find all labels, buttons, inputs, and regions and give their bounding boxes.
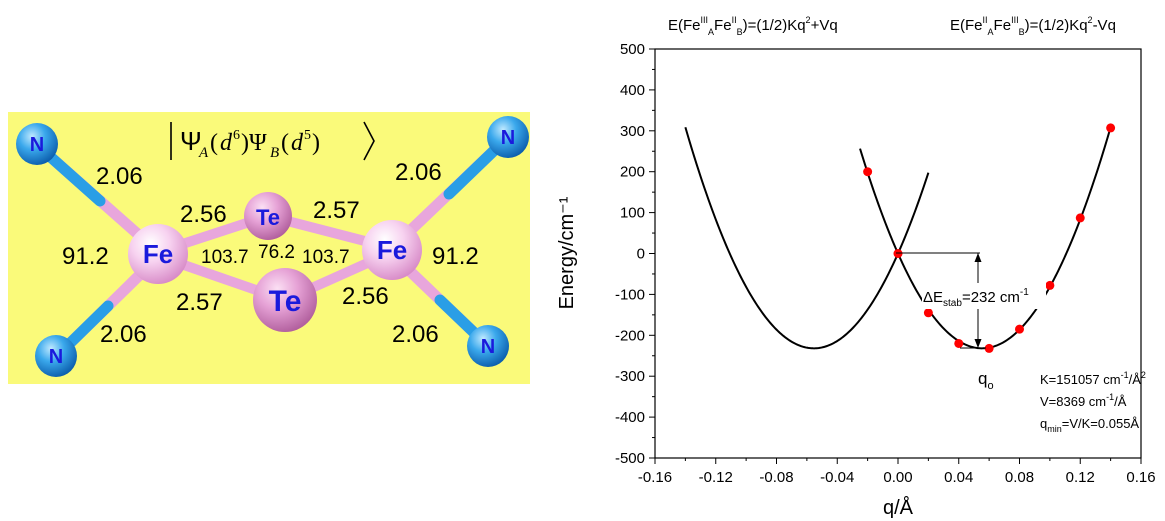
y-tick-label: -300 [615, 368, 645, 385]
svg-text:)Ψ: )Ψ [241, 130, 267, 156]
dist-fe-te-top-left: 2.56 [180, 201, 227, 228]
x-tick-label: 0.04 [944, 469, 973, 486]
fe-atom-left [128, 224, 188, 284]
svg-text:6: 6 [233, 128, 240, 143]
n-atom-bottom-right [467, 325, 509, 367]
data-point [863, 167, 873, 177]
dist-fe-te-top-right: 2.57 [313, 197, 360, 224]
y-tick-label: 100 [620, 205, 645, 222]
curve-right-parabola [859, 126, 1112, 350]
x-axis: -0.16 -0.12 -0.08 -0.04 0.00 0.04 0.08 0.12 0.16 [638, 458, 1156, 486]
bond-fe-n-top-left-blue [39, 146, 106, 207]
y-tick-label: 400 [620, 82, 645, 99]
curve-left-parabola [684, 126, 930, 350]
v-value: V=8369 cm-1/Å [1040, 392, 1127, 409]
y-tick-label: 500 [620, 41, 645, 58]
y-tick-label: -200 [615, 327, 645, 344]
dist-fe-te-bottom-right: 2.56 [342, 283, 389, 310]
data-point [1106, 123, 1116, 133]
molecule-background [8, 112, 530, 384]
n-atom-top-left [16, 123, 58, 165]
dist-fe-n-bottom-left: 2.06 [100, 321, 147, 348]
qmin-value: qmin=V/K=0.055Å [1040, 416, 1139, 434]
te-atom-bottom [253, 268, 317, 332]
x-tick-label: -0.04 [820, 469, 854, 486]
svg-text:B: B [270, 145, 279, 161]
data-point [1075, 213, 1085, 223]
qo-label: qo [978, 369, 994, 392]
svg-text:(: ( [210, 130, 218, 156]
molecule-panel: Ψ A ( d 6 )Ψ B ( d 5 ) [8, 112, 530, 384]
y-tick-label: -500 [615, 450, 645, 467]
x-tick-label: -0.12 [699, 469, 733, 486]
angle-n-fe-n-left: 91.2 [62, 243, 109, 270]
svg-text:): ) [312, 130, 320, 156]
data-point [984, 343, 994, 353]
x-tick-label: 0.00 [883, 469, 912, 486]
svg-text:d: d [220, 130, 233, 156]
te-atom-top [244, 192, 292, 240]
dist-fe-n-top-left: 2.06 [96, 163, 143, 190]
angle-fe-te-fe: 76.2 [258, 242, 295, 263]
data-point [954, 338, 964, 348]
n-label-top-left: N [30, 134, 44, 156]
n-atom-top-right [487, 116, 529, 158]
y-axis-title: Energy/cm⁻¹ [556, 196, 578, 309]
angle-te-fe-te-left: 103.7 [201, 247, 249, 268]
dist-fe-n-top-right: 2.06 [395, 159, 442, 186]
n-label-bottom-left: N [49, 346, 63, 368]
svg-text:Ψ: Ψ [180, 126, 202, 156]
y-tick-label: 200 [620, 164, 645, 181]
svg-text:(: ( [281, 130, 289, 156]
svg-text:A: A [198, 145, 209, 161]
svg-text:5: 5 [304, 128, 311, 143]
atom-labels: N N N N Fe Fe Te Te [30, 127, 515, 368]
angle-te-fe-te-right: 103.7 [302, 247, 350, 268]
fe-atom-right [362, 220, 422, 280]
x-tick-label: 0.16 [1126, 469, 1155, 486]
data-point [923, 308, 933, 318]
svg-text:d: d [291, 130, 304, 156]
dist-fe-te-bottom-left: 2.57 [176, 289, 223, 316]
fe-label-left: Fe [143, 239, 173, 269]
te-label-bottom: Te [269, 285, 302, 318]
data-points [863, 123, 1116, 353]
x-tick-label: -0.16 [638, 469, 672, 486]
state-label: Ψ A ( d 6 )Ψ B ( d 5 ) [170, 121, 375, 161]
fe-label-right: Fe [377, 235, 407, 265]
x-tick-label: 0.08 [1005, 469, 1034, 486]
dist-fe-n-bottom-right: 2.06 [392, 321, 439, 348]
x-tick-label: -0.08 [759, 469, 793, 486]
atoms [16, 116, 529, 377]
delta-arrow-head-up [974, 253, 982, 262]
energy-chart: -0.16 -0.12 -0.08 -0.04 0.00 0.04 0.08 0.12 0.16… [556, 15, 1156, 519]
n-label-bottom-right: N [481, 336, 495, 358]
y-tick-label: -100 [615, 286, 645, 303]
delta-arrow-head-down [974, 339, 982, 348]
plot-area: -0.16 -0.12 -0.08 -0.04 0.00 0.04 0.08 0.12 0.16… [615, 41, 1156, 486]
y-tick-label: 0 [637, 246, 645, 263]
n-label-top-right: N [501, 127, 515, 149]
y-axis: -500 -400 -300 -200 -100 0 100 200 300 400 500 [615, 41, 655, 467]
y-tick-label: 300 [620, 123, 645, 140]
parameter-annotations: K=151057 cm-1/Å2 V=8369 cm-1/Å qmin=V/K=… [1040, 370, 1146, 434]
delta-e-label: ΔEstab=232 cm-1 [923, 287, 1029, 309]
x-axis-title: q/Å [883, 496, 914, 519]
y-tick-label: -400 [615, 409, 645, 426]
geometry-labels: 2.06 2.06 2.06 2.06 2.56 2.57 2.57 2.56 … [62, 159, 479, 348]
curves [684, 126, 1112, 350]
curve-label-left: E(FeIIIAFeIIB)=(1/2)Kq2+Vq [668, 15, 838, 37]
stabilization-annotation: ΔEstab=232 cm-1 qo [896, 252, 1046, 392]
angle-n-fe-n-right: 91.2 [432, 243, 479, 270]
data-point [1015, 324, 1024, 334]
data-point [1045, 280, 1055, 290]
delta-label-bg [922, 283, 1046, 309]
x-tick-label: 0.12 [1066, 469, 1095, 486]
te-label-top: Te [256, 205, 280, 230]
curve-label-right: E(FeIIAFeIIIB)=(1/2)Kq2-Vq [950, 15, 1116, 37]
n-atom-bottom-left [35, 335, 77, 377]
k-value: K=151057 cm-1/Å2 [1040, 370, 1146, 387]
